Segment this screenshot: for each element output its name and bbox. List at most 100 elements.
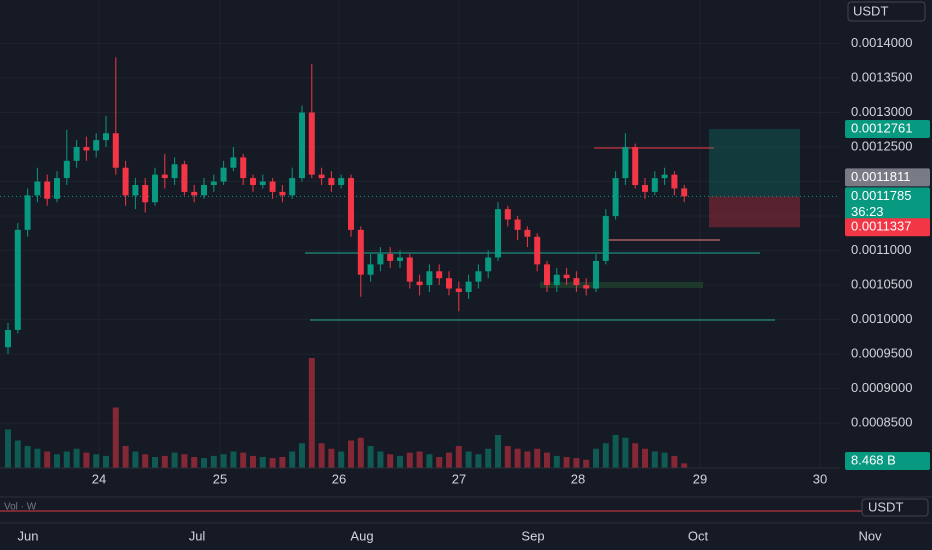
candle-body (171, 164, 178, 179)
volume-bar (553, 455, 560, 468)
volume-bar (524, 451, 531, 468)
candle-body (661, 174, 668, 179)
candle-body (230, 157, 237, 168)
stop-loss-label-box (845, 218, 930, 237)
candle-body (593, 260, 599, 289)
volume-bar (161, 455, 168, 468)
x-tick-label: 30 (813, 471, 827, 486)
candle-body (289, 178, 296, 196)
candle-body (602, 216, 609, 261)
volume-bar (132, 451, 139, 468)
candle-body (250, 178, 256, 185)
volume-bar (455, 446, 462, 468)
candle-body (14, 229, 21, 330)
candle-body (318, 174, 325, 179)
volume-bar (24, 446, 31, 468)
volume-bar (544, 452, 550, 468)
take-profit-zone (709, 129, 800, 197)
x-tick-label: 29 (693, 471, 707, 486)
candle-body (544, 264, 550, 286)
candle-body (328, 178, 335, 185)
candle-body (44, 181, 51, 199)
candle-body (406, 257, 413, 282)
candle-body (269, 181, 276, 192)
candle-body (563, 274, 570, 279)
candle-body (338, 178, 345, 185)
volume-bar (495, 435, 501, 468)
volume-bar (367, 446, 374, 468)
volume-bar (681, 463, 688, 468)
volume-bar (446, 452, 452, 468)
volume-bar (250, 455, 256, 468)
candle-body (485, 257, 492, 272)
volume-bar (44, 451, 51, 468)
volume-bar (348, 440, 354, 468)
volume-bar (583, 459, 590, 468)
x-tick-label: 27 (452, 471, 466, 486)
candle-body (426, 271, 433, 286)
candle-body (436, 271, 443, 279)
candle-body (63, 160, 70, 179)
volume-bar (671, 455, 678, 468)
volume-bar (299, 443, 305, 468)
volume-bar (83, 452, 90, 468)
candle-body (514, 219, 521, 230)
volume-bar (622, 437, 629, 468)
volume-bar (269, 458, 276, 468)
volume-bar (308, 358, 315, 468)
candle-body (54, 178, 60, 199)
candle-body (240, 157, 247, 179)
take-profit-label-box (845, 120, 930, 139)
candle-body (534, 236, 541, 265)
volume-bar (14, 440, 21, 468)
candle-body (367, 264, 374, 275)
volume-bar (475, 454, 482, 468)
candle-body (387, 254, 394, 261)
y-tick-label: 0.0013000 (851, 104, 912, 119)
volume-bar (416, 451, 423, 468)
x-tick-label: 24 (92, 471, 106, 486)
take-profit-label: 0.0012761 (851, 120, 912, 135)
currency-box[interactable] (861, 498, 929, 517)
volume-bar (279, 457, 286, 468)
volume-bar (593, 448, 599, 468)
volume-bar (259, 457, 266, 468)
volume-bar (240, 452, 247, 468)
y-tick-label: 0.0009000 (851, 380, 912, 395)
volume-bar (357, 437, 364, 468)
currency-box[interactable] (847, 1, 926, 22)
candle-body (504, 209, 511, 220)
x-tick-label: 25 (213, 471, 227, 486)
candle-body (495, 209, 501, 258)
candle-body (259, 181, 266, 185)
last-price-label-box (845, 187, 930, 223)
candle-body (83, 147, 90, 151)
candle-body (103, 133, 109, 141)
volume-bar (426, 454, 433, 468)
x-tick-label: Nov (858, 528, 882, 543)
volume-bar (573, 458, 580, 468)
y-tick-label: 0.0010000 (851, 311, 912, 326)
volume-bar (210, 455, 217, 468)
candle-body (524, 229, 531, 237)
candle-body (142, 184, 149, 203)
indicator-label: Vol · W (4, 502, 37, 513)
volume-bar (230, 451, 237, 468)
x-tick-label: Jul (189, 528, 206, 543)
candle-body (583, 285, 590, 289)
volume-bar (181, 454, 188, 468)
volume-bar (5, 429, 11, 468)
candle-body (191, 191, 198, 196)
x-tick-label: Sep (521, 528, 544, 543)
volume-bar (642, 448, 648, 468)
candle-body (308, 112, 315, 175)
series (0, 57, 840, 468)
candle-body (220, 167, 227, 182)
volume-bar (397, 455, 403, 468)
currency-label: USDT (853, 3, 888, 18)
x-tick-label: 26 (332, 471, 346, 486)
volume-bar (54, 454, 60, 468)
volume-bar (612, 435, 619, 468)
volume-bar (191, 457, 198, 468)
volume-bar (651, 451, 658, 468)
